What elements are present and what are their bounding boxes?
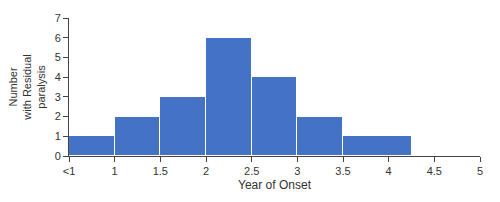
svg-text:1.5: 1.5: [153, 165, 168, 177]
svg-text:4.5: 4.5: [427, 165, 442, 177]
svg-text:5: 5: [55, 51, 61, 63]
svg-text:6: 6: [55, 32, 61, 44]
svg-text:Numberwith Residualparalysis: Numberwith Residualparalysis: [7, 54, 48, 120]
svg-text:1: 1: [112, 165, 118, 177]
svg-text:<1: <1: [63, 165, 76, 177]
svg-text:2: 2: [55, 110, 61, 122]
svg-text:7: 7: [55, 12, 61, 24]
svg-text:5: 5: [477, 165, 483, 177]
svg-text:2.5: 2.5: [244, 165, 259, 177]
svg-text:0: 0: [55, 150, 61, 162]
svg-text:3: 3: [55, 91, 61, 103]
svg-text:4: 4: [386, 165, 392, 177]
svg-text:3.5: 3.5: [335, 165, 350, 177]
svg-text:1: 1: [55, 130, 61, 142]
svg-text:Year of Onset: Year of Onset: [238, 178, 312, 192]
svg-text:3: 3: [294, 165, 300, 177]
svg-text:2: 2: [203, 165, 209, 177]
svg-text:4: 4: [55, 71, 61, 83]
